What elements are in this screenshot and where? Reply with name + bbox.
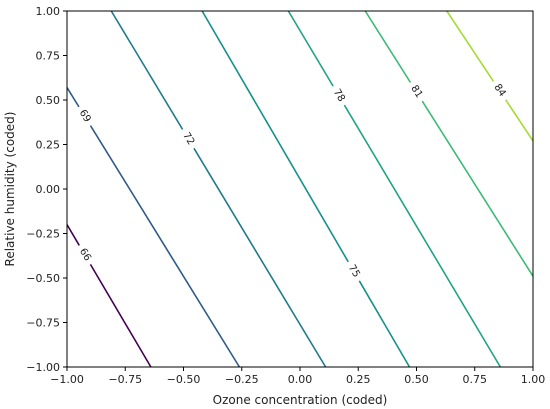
contour-line-75 bbox=[201, 10, 349, 263]
x-tick-label: 0.00 bbox=[288, 373, 313, 386]
contour-line-72 bbox=[193, 147, 327, 368]
contour-labels: 66 69 72 75 78 81 84 bbox=[77, 82, 508, 279]
x-tick-label: 1.00 bbox=[521, 373, 546, 386]
x-tick-label: 0.75 bbox=[463, 373, 488, 386]
x-tick-label: 0.25 bbox=[346, 373, 371, 386]
contour-label-66: 66 bbox=[77, 247, 93, 264]
x-tick-label: −0.25 bbox=[225, 373, 259, 386]
x-tick-label: 0.50 bbox=[404, 373, 429, 386]
contour-label-75: 75 bbox=[346, 263, 362, 280]
contour-label-69: 69 bbox=[77, 108, 93, 125]
contour-line-78 bbox=[287, 10, 334, 87]
y-axis-label: Relative humidity (coded) bbox=[3, 112, 17, 267]
contour-line-84 bbox=[504, 99, 534, 142]
contour-lines bbox=[66, 10, 534, 368]
y-axis-ticks: −1.00 −0.75 −0.50 −0.25 0.00 0.25 0.50 0.75 1.00 bbox=[26, 5, 67, 374]
contour-line-69 bbox=[89, 125, 241, 368]
contour-line-72 bbox=[110, 10, 184, 130]
x-tick-label: −0.50 bbox=[167, 373, 201, 386]
plot-frame bbox=[66, 10, 534, 368]
contour-label-72: 72 bbox=[180, 131, 196, 148]
contour-line-78 bbox=[343, 104, 502, 368]
y-tick-label: 0.00 bbox=[36, 183, 61, 196]
contour-line-81 bbox=[364, 10, 412, 83]
contour-line-81 bbox=[421, 100, 534, 277]
y-tick-label: 0.25 bbox=[36, 139, 61, 152]
y-tick-label: −1.00 bbox=[26, 361, 60, 374]
y-tick-label: −0.50 bbox=[26, 272, 60, 285]
y-tick-label: 0.50 bbox=[36, 94, 61, 107]
x-tick-label: −0.75 bbox=[108, 373, 142, 386]
contour-line-66 bbox=[89, 263, 152, 368]
contour-label-81: 81 bbox=[408, 83, 424, 100]
contour-line-75 bbox=[358, 280, 411, 368]
y-tick-label: 0.75 bbox=[36, 50, 61, 63]
contour-line-84 bbox=[446, 10, 495, 82]
y-tick-label: −0.25 bbox=[26, 228, 60, 241]
contour-label-84: 84 bbox=[492, 82, 508, 99]
x-axis-label: Ozone concentration (coded) bbox=[213, 393, 388, 407]
contour-line-66 bbox=[66, 224, 80, 246]
y-tick-label: 1.00 bbox=[36, 5, 61, 18]
contour-label-78: 78 bbox=[331, 87, 347, 104]
contour-line-69 bbox=[66, 87, 80, 108]
x-axis-ticks: −1.00 −0.75 −0.50 −0.25 0.00 0.25 0.50 0.75 1.00 bbox=[50, 367, 545, 386]
y-tick-label: −0.75 bbox=[26, 317, 60, 330]
x-tick-label: −1.00 bbox=[50, 373, 84, 386]
